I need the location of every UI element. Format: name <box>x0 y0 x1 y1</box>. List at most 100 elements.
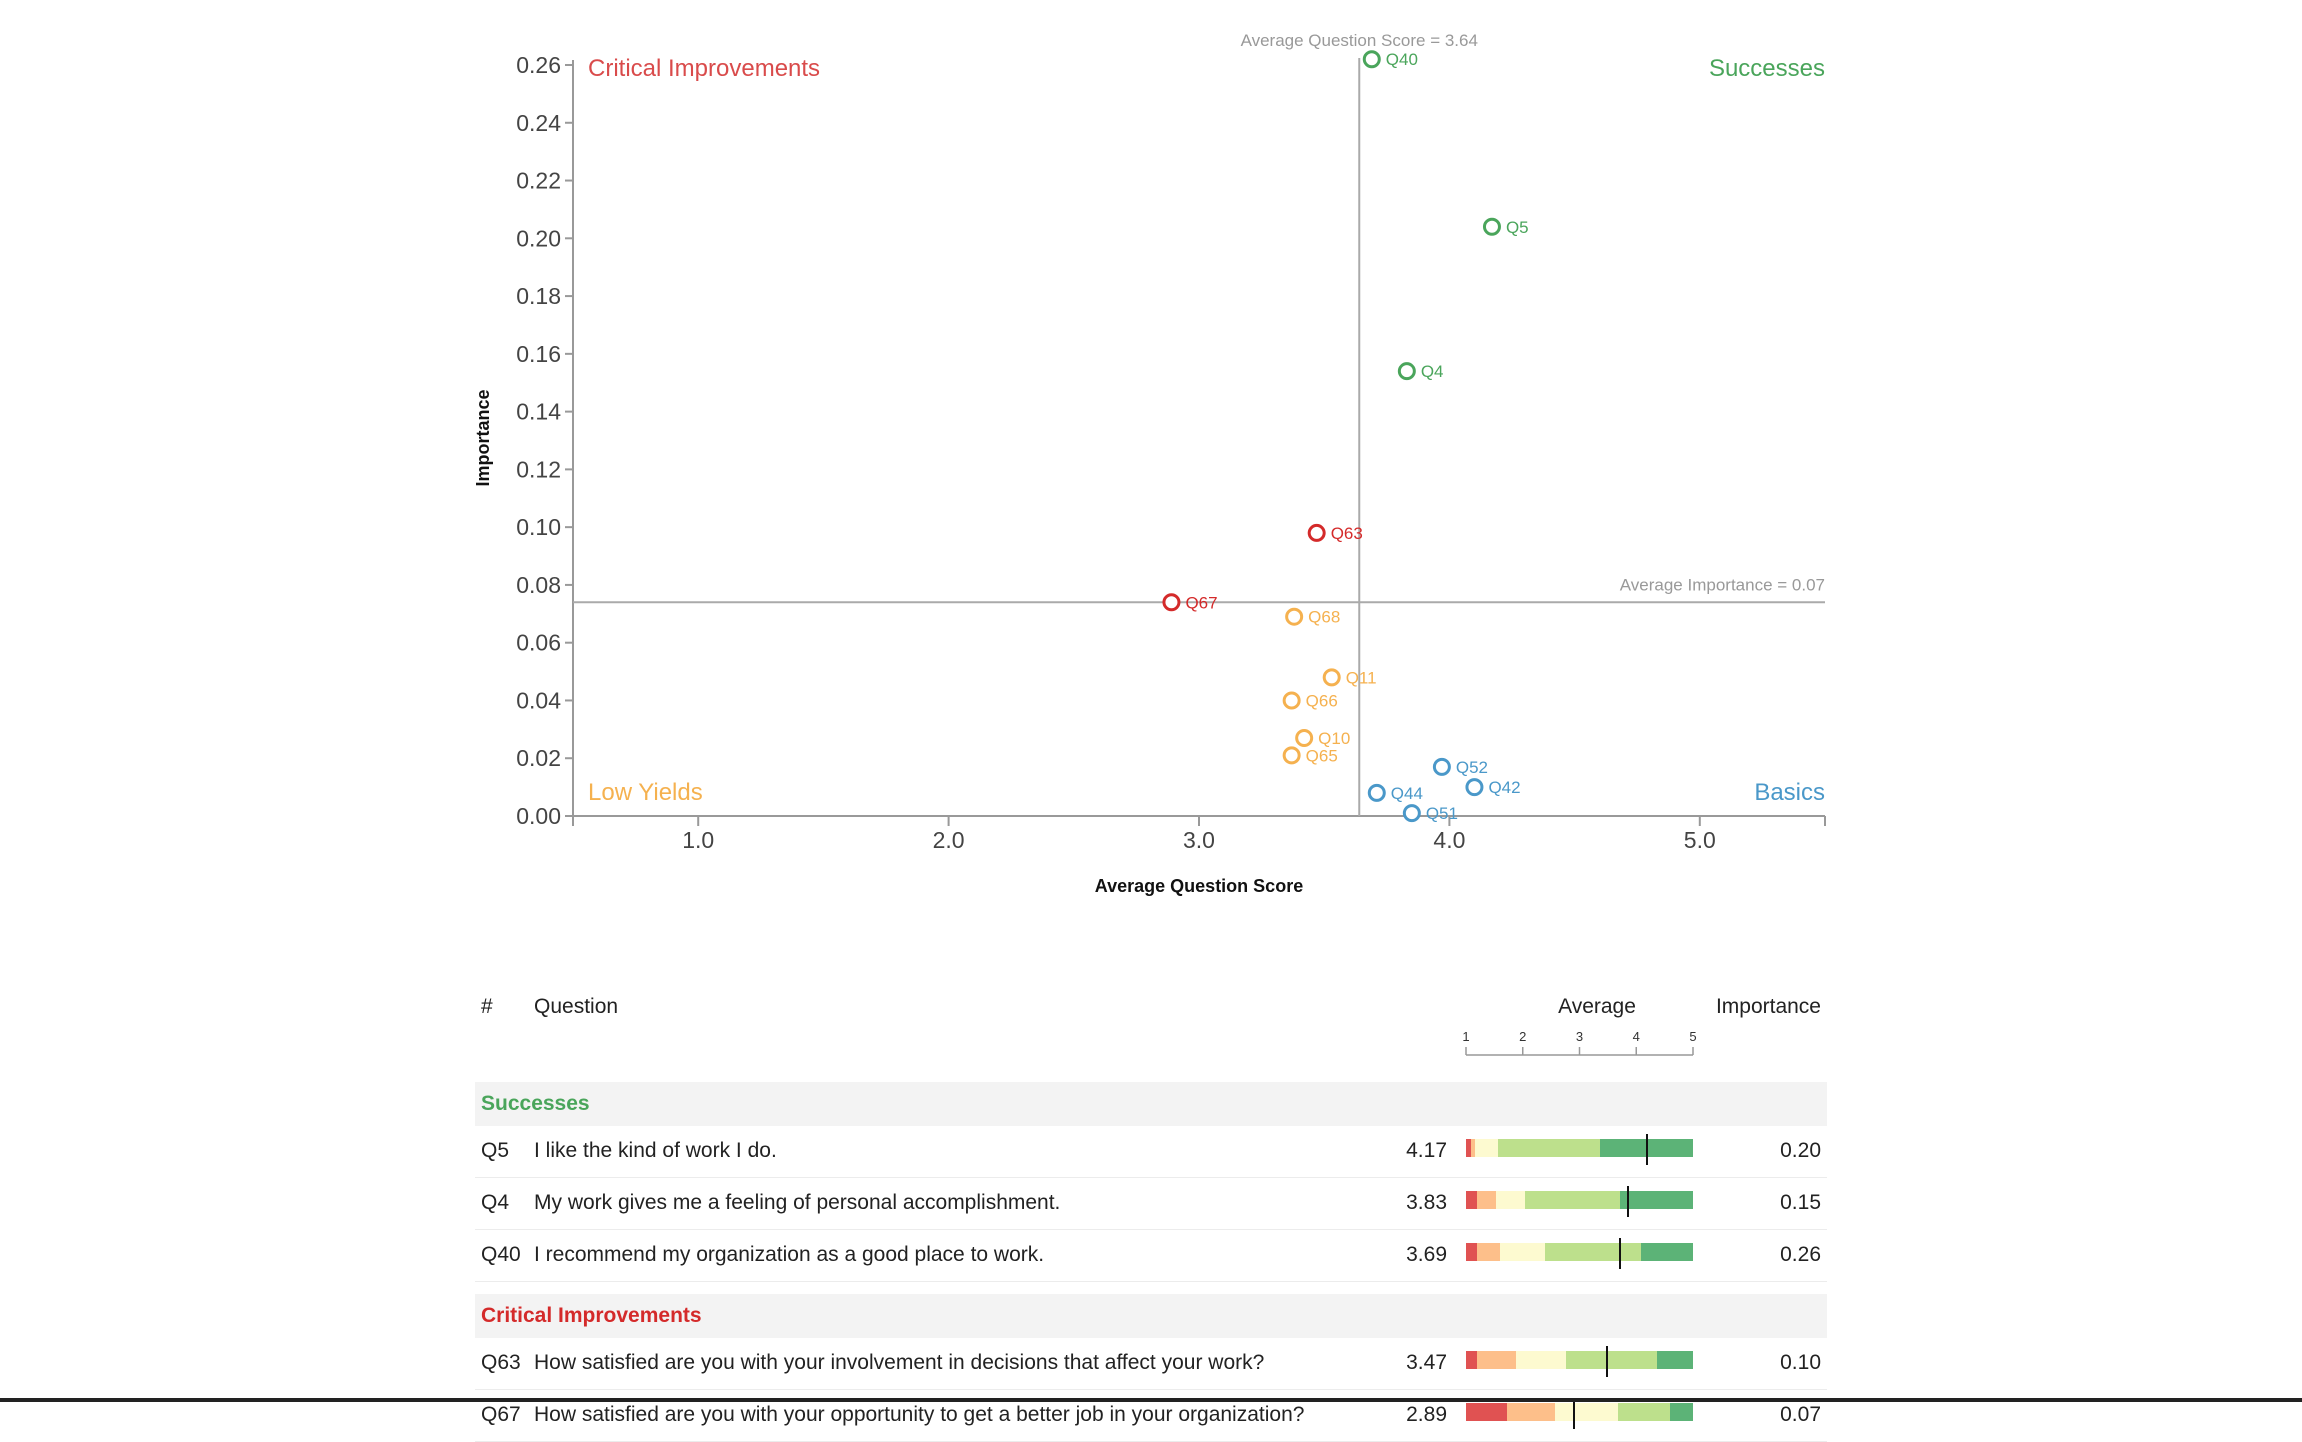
question-text: My work gives me a feeling of personal a… <box>534 1191 1061 1214</box>
data-point-label-q52: Q52 <box>1456 758 1488 777</box>
y-tick-label: 0.00 <box>516 803 561 829</box>
question-id: Q5 <box>481 1139 510 1162</box>
data-point-label-q65: Q65 <box>1306 746 1338 765</box>
data-point-q65[interactable] <box>1282 746 1301 765</box>
table-row[interactable]: Q40 I recommend my organization as a good… <box>475 1230 1827 1282</box>
importance-value: 0.20 <box>1780 1139 1821 1162</box>
scale-tick-label: 5 <box>1689 1029 1696 1044</box>
y-tick-label: 0.16 <box>516 341 561 367</box>
distribution-segment <box>1466 1403 1507 1421</box>
y-tick-label: 0.06 <box>516 630 561 656</box>
data-point-q11[interactable] <box>1322 668 1341 687</box>
data-point-label-q4: Q4 <box>1421 362 1444 381</box>
data-point-label-q10: Q10 <box>1318 729 1350 748</box>
data-point-q51[interactable] <box>1402 804 1421 823</box>
data-point-q44[interactable] <box>1367 783 1386 802</box>
quadrant-label-critical-improvements: Critical Improvements <box>588 55 820 82</box>
y-tick-label: 0.24 <box>516 110 561 136</box>
average-value: 2.89 <box>1406 1403 1447 1426</box>
distribution-segment <box>1477 1191 1496 1209</box>
data-point-label-q11: Q11 <box>1346 668 1377 687</box>
table-body: Successes Q5 I like the kind of work I do.… <box>475 1082 1827 1442</box>
importance-value: 0.10 <box>1780 1351 1821 1374</box>
y-tick-label: 0.20 <box>516 225 561 251</box>
distribution-segment <box>1620 1191 1693 1209</box>
x-axis-title: Average Question Score <box>1095 876 1303 896</box>
average-marker <box>1618 1238 1621 1269</box>
importance-vs-score-chart: 0.00 0.02 0.04 0.06 0.08 0.10 0.12 0.14 0.16 0.18… <box>473 31 1826 896</box>
distribution-segment <box>1497 1139 1600 1157</box>
data-point-label-q40: Q40 <box>1386 50 1418 69</box>
importance-value: 0.26 <box>1780 1243 1821 1266</box>
section-header: Critical Improvements <box>475 1294 1827 1338</box>
table-row[interactable]: Q63 How satisfied are you with your invol… <box>475 1338 1827 1390</box>
y-tick-label: 0.26 <box>516 52 561 78</box>
data-point-label-q51: Q51 <box>1426 804 1458 823</box>
data-point-label-q68: Q68 <box>1308 608 1340 627</box>
data-point-q4[interactable] <box>1397 362 1416 381</box>
distribution-segment <box>1545 1243 1641 1261</box>
question-text: I like the kind of work I do. <box>534 1139 777 1162</box>
x-tick-label: 2.0 <box>933 827 965 853</box>
questions-table: # Question Average Importance 1 2 3 4 5 Succ… <box>475 985 1827 1442</box>
y-tick-label: 0.12 <box>516 456 561 482</box>
data-point-q66[interactable] <box>1282 691 1301 710</box>
importance-value: 0.15 <box>1780 1191 1821 1214</box>
scale-tick-label: 1 <box>1462 1029 1469 1044</box>
data-point-q40[interactable] <box>1362 50 1381 69</box>
importance-value: 0.07 <box>1780 1403 1821 1426</box>
header-average: Average <box>1558 995 1636 1018</box>
average-score-label: Average Question Score = 3.64 <box>1241 31 1478 50</box>
data-point-q67[interactable] <box>1162 593 1181 612</box>
average-scale-axis: 1 2 3 4 5 <box>1462 1029 1697 1056</box>
scale-tick-label: 2 <box>1519 1029 1526 1044</box>
y-tick-label: 0.14 <box>516 399 561 425</box>
y-tick-label: 0.10 <box>516 514 561 540</box>
header-question: Question <box>534 995 619 1018</box>
response-distribution-bar <box>1466 1398 1693 1429</box>
x-tick-label: 3.0 <box>1183 827 1215 853</box>
distribution-segment <box>1470 1139 1476 1157</box>
question-id: Q63 <box>481 1351 521 1374</box>
data-point-q68[interactable] <box>1285 607 1304 626</box>
table-row[interactable]: Q4 My work gives me a feeling of personal… <box>475 1178 1827 1230</box>
data-point-q63[interactable] <box>1307 523 1326 542</box>
header-importance: Importance <box>1715 995 1821 1018</box>
distribution-segment <box>1525 1191 1621 1209</box>
y-tick-label: 0.04 <box>516 687 561 713</box>
distribution-segment <box>1640 1243 1693 1261</box>
data-point-q5[interactable] <box>1482 217 1501 236</box>
x-tick-label: 4.0 <box>1433 827 1465 853</box>
table-row[interactable]: Q5 I like the kind of work I do. 4.17 0.20 <box>475 1126 1827 1178</box>
table-header: # Question Average Importance 1 2 3 4 5 <box>475 985 1827 1070</box>
distribution-segment <box>1618 1403 1671 1421</box>
y-tick-label: 0.02 <box>516 745 561 771</box>
distribution-segment <box>1500 1243 1546 1261</box>
average-marker <box>1645 1134 1648 1165</box>
distribution-segment <box>1475 1139 1498 1157</box>
question-id: Q67 <box>481 1403 521 1426</box>
average-value: 3.83 <box>1406 1191 1447 1214</box>
response-distribution-bar <box>1466 1134 1693 1165</box>
distribution-segment <box>1565 1351 1657 1369</box>
distribution-segment <box>1466 1351 1478 1369</box>
window-bottom-border <box>0 1398 2302 1402</box>
data-point-q52[interactable] <box>1432 757 1451 776</box>
data-point-label-q63: Q63 <box>1331 524 1363 543</box>
average-marker <box>1626 1186 1629 1217</box>
x-tick-label: 1.0 <box>682 827 714 853</box>
average-value: 3.47 <box>1406 1351 1447 1374</box>
x-tick-label: 5.0 <box>1684 827 1716 853</box>
data-point-label-q5: Q5 <box>1506 218 1529 237</box>
data-point-q42[interactable] <box>1465 778 1484 797</box>
distribution-segment <box>1466 1191 1478 1209</box>
question-id: Q40 <box>481 1243 521 1266</box>
question-text: How satisfied are you with your opportun… <box>534 1403 1305 1426</box>
scale-tick-label: 4 <box>1633 1029 1640 1044</box>
distribution-segment <box>1477 1243 1501 1261</box>
data-point-q10[interactable] <box>1295 729 1314 748</box>
average-value: 4.17 <box>1406 1139 1447 1162</box>
quadrant-label-successes: Successes <box>1709 55 1825 82</box>
distribution-segment <box>1515 1351 1566 1369</box>
average-importance-label: Average Importance = 0.07 <box>1620 575 1825 594</box>
